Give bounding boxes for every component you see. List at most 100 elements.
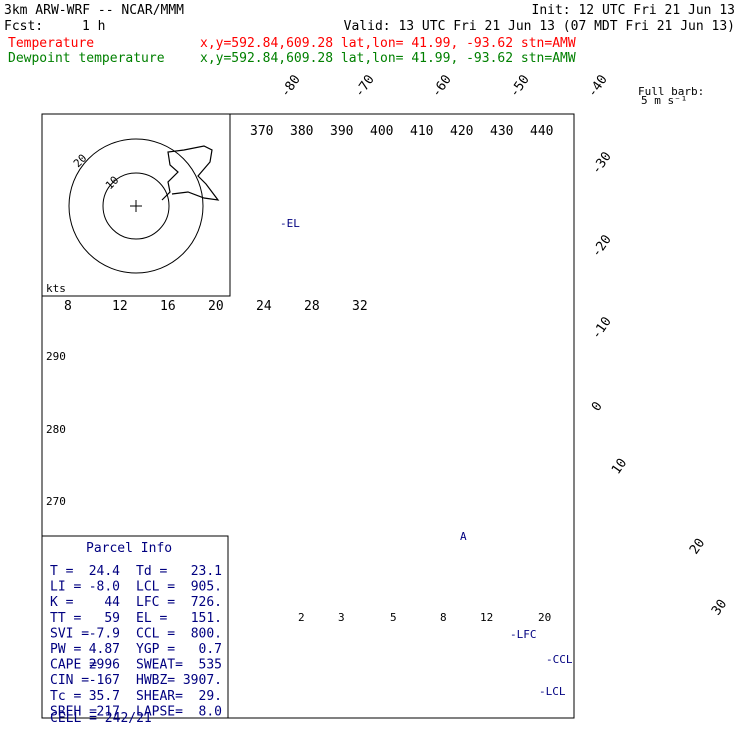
mixing-ratio-label-2: 2 [298,611,305,624]
valid-time: Valid: 13 UTC Fri 21 Jun 13 (07 MDT Fri … [344,19,735,34]
parcel-cell: LI = [50,580,81,595]
temp-label-30: 30 [709,597,730,618]
parcel-cell: T = [50,564,74,579]
parcel-cell: SVI = [50,626,89,641]
parcel-row: PW = 4.87 YGP = 0.7 [50,642,222,657]
parcel-cell: 726. [191,595,222,610]
parcel-row: CAPE =2996 SWEAT= 535 [50,658,222,673]
parcel-row: CIN = -167 HWBZ= 3907. [50,673,222,688]
parcel-info-title: Parcel Info [86,541,172,556]
theta-label-430: 430 [490,124,513,139]
theta-label-440: 440 [530,124,553,139]
hodograph-ring-inner [102,172,170,240]
parcel-arrow: A [460,530,467,543]
parcel-cell: SWEAT= [136,658,183,673]
parcel-cell: Tc = [50,689,81,704]
mixing-ratio-labels: 2 3 5 8 12 20 [298,611,551,624]
temp-label--10: -10 [589,314,615,342]
parcel-cell: 29. [199,689,222,704]
fcst-hours: 1 h [82,19,105,34]
parcel-info-frame [41,535,229,719]
parcel-cell: 24.4 [89,564,120,579]
temperature-location: x,y=592.84,609.28 lat,lon= 41.99, -93.62… [200,36,576,51]
hodograph-ring-outer [68,138,204,274]
theta-label-400: 400 [370,124,393,139]
theta-label-390: 390 [330,124,353,139]
mixing-ratio-label-5: 5 [390,611,397,624]
temperature-labels: -80-70-60-50-40-30-20-10010203040 [278,72,730,618]
mixing-ratio-label-20: 20 [538,611,551,624]
hodograph-inset: 20 10 kts [41,113,231,297]
parcel-cell: 800. [191,626,222,641]
parcel-row: K = 44 LFC = 726. [50,595,222,610]
temp-label--50: -50 [507,72,533,100]
parcel-row: T = 24.4 Td = 23.1 [50,564,222,579]
parcel-cell: CIN = [50,673,89,688]
plot-frame [41,113,575,719]
parcel-cell: -167 [89,673,120,688]
parcel-cell: PW = [50,642,81,657]
parcel-info-rows: T = 24.4 Td = 23.1 LI = -8.0 LCL = 905. K = 44 LFC… [50,564,222,719]
temp-label--40: -40 [585,72,611,100]
mixing-ratio-label-8: 8 [440,611,447,624]
parcel-cell: 217 [97,704,120,719]
parcel-cell: 35.7 [89,689,120,704]
theta-labels: 370 380 390 400 410 420 430 440 290 280 270 [46,124,553,508]
parcel-cell: CCL = [136,626,175,641]
parcel-cell: LAPSE= [136,704,183,719]
fcst-label: Fcst: [4,19,43,34]
parcel-row: TT = 59 EL = 151. [50,611,222,626]
init-time: Init: 12 UTC Fri 21 Jun 13 [532,3,736,18]
parcel-cell: 0.7 [199,642,222,657]
temp-label-0: 0 [589,399,606,414]
parcel-row: SREH = 217 LAPSE= 8.0 [50,704,222,719]
parcel-cell: Td = [136,564,167,579]
temp-label-10: 10 [609,456,630,477]
parcel-cell: 535 [199,658,222,673]
parcel-cell: 44 [104,595,120,610]
parcel-cell: YGP = [136,642,175,657]
parcel-cell: 905. [191,580,222,595]
temp-label--70: -70 [352,72,378,100]
ccl-annotation: -CCL [546,653,573,666]
hodograph-frame [41,113,231,297]
barb-legend-units: 5 m s⁻¹ [641,94,687,107]
temp-label--30: -30 [589,149,615,177]
lfc-annotation: -LFC [510,628,537,641]
temp-label-20: 20 [687,536,708,557]
mixing-ratio-label-3: 3 [338,611,345,624]
theta-label-370: 370 [250,124,273,139]
parcel-cell: 59 [104,611,120,626]
hodograph-speed-label-12: 12 [112,299,128,314]
parcel-cell: -8.0 [89,580,120,595]
model-title: 3km ARW-WRF -- NCAR/MMM [4,3,184,18]
parcel-cell: TT = [50,611,81,626]
parcel-cell: LFC = [136,595,175,610]
theta-side-label-280: 280 [46,423,66,436]
parcel-info-box: Parcel Info T = 24.4 Td = 23.1 LI = -8.0 LCL =… [41,535,229,726]
hodograph-speed-labels: 8 12 16 20 24 28 32 [64,299,368,314]
temp-label--60: -60 [429,72,455,100]
mixing-ratio-label-12: 12 [480,611,493,624]
parcel-cell: HWBZ= [136,673,175,688]
parcel-cell: 4.87 [89,642,120,657]
parcel-cell: SHEAR= [136,689,183,704]
parcel-cell: 3907. [183,673,222,688]
theta-label-410: 410 [410,124,433,139]
temp-label--20: -20 [589,232,615,260]
parcel-cell: 151. [191,611,222,626]
parcel-info-cell: CELL = 242/21 [50,711,152,726]
parcel-row: Tc = 35.7 SHEAR= 29. [50,689,222,704]
el-annotation: -EL [280,217,300,230]
hodograph-speed-label-28: 28 [304,299,320,314]
parcel-cell: EL = [136,611,167,626]
hodograph-speed-label-20: 20 [208,299,224,314]
hodograph-speed-label-32: 32 [352,299,368,314]
hodograph-units: kts [46,282,66,295]
hodograph-speed-label-8: 8 [64,299,72,314]
parcel-cell: SREH = [50,704,97,719]
parcel-row: SVI = -7.9 CCL = 800. [50,626,222,641]
hodograph-speed-label-24: 24 [256,299,272,314]
lcl-annotation: -LCL [539,685,566,698]
